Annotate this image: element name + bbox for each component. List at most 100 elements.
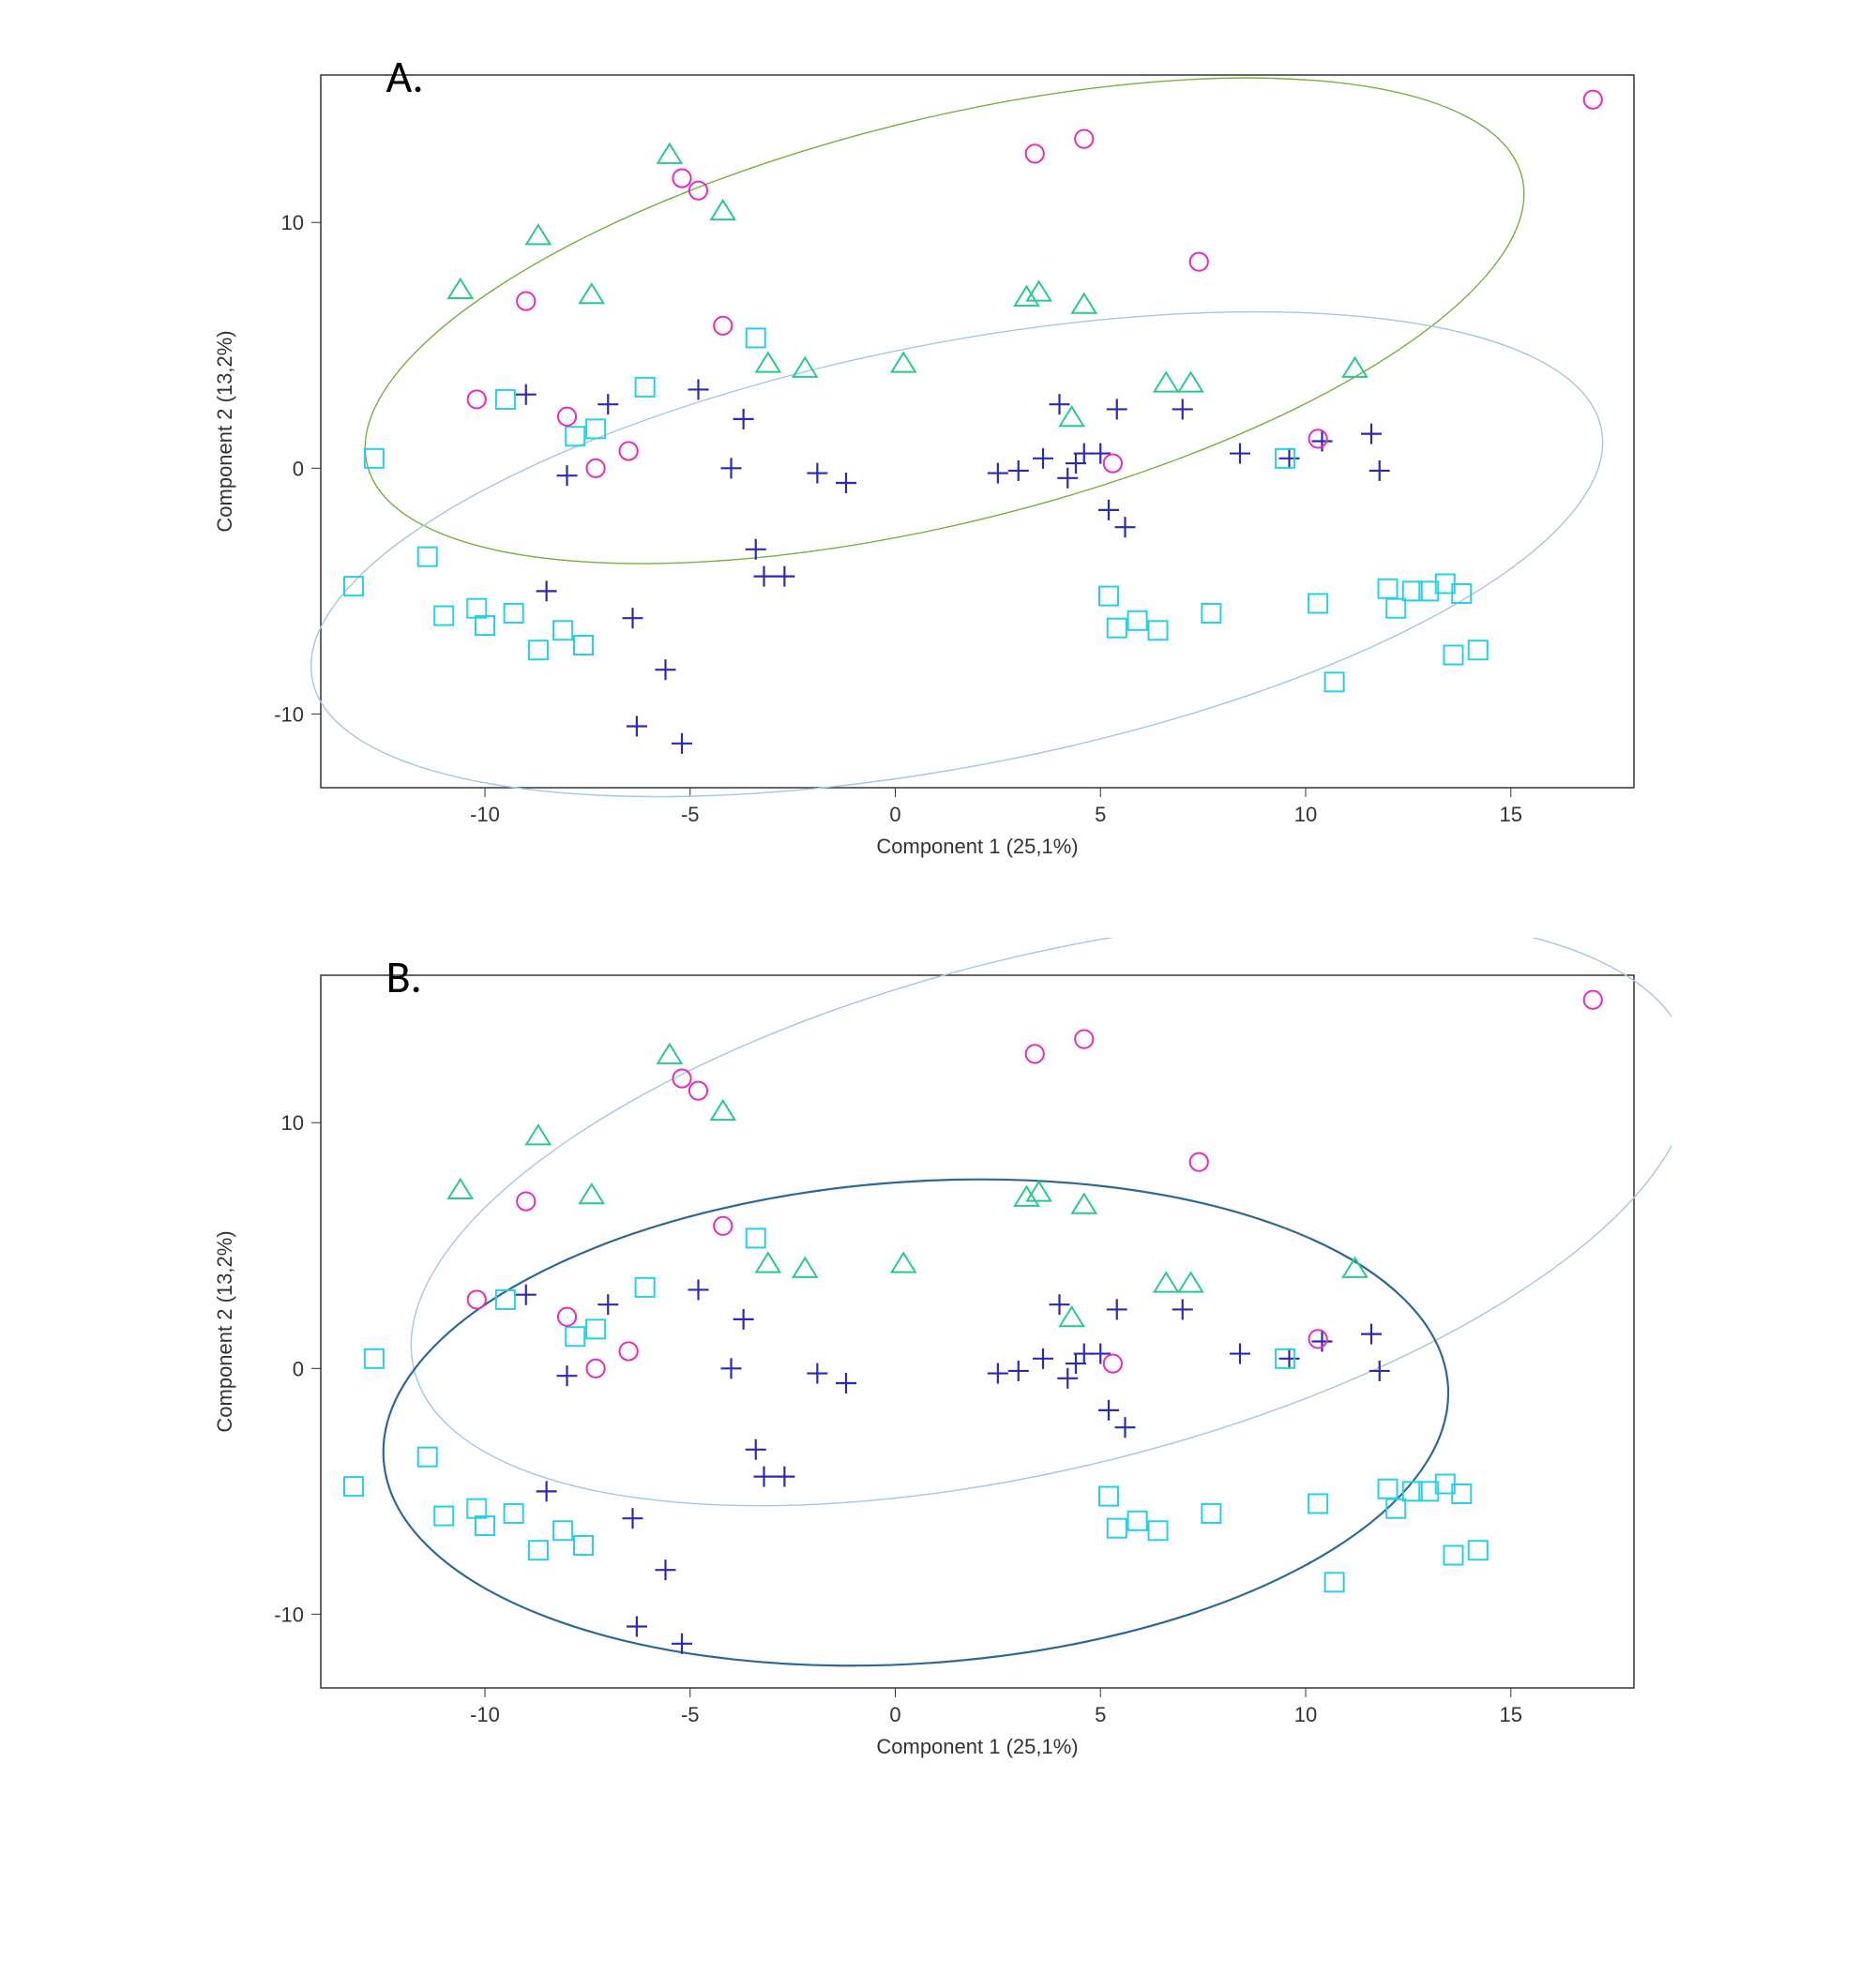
marker-triangle	[1178, 1273, 1202, 1291]
marker-cross	[1049, 1294, 1069, 1315]
marker-square	[1148, 621, 1167, 640]
marker-square	[574, 1536, 593, 1555]
marker-triangle	[526, 1125, 550, 1144]
marker-square	[528, 640, 547, 659]
marker-circle	[714, 317, 732, 335]
marker-square	[1127, 1512, 1146, 1530]
marker-cross	[1172, 1299, 1192, 1319]
marker-circle	[1103, 1354, 1121, 1372]
marker-square	[566, 1327, 584, 1346]
scatter-panel-A: -10-5051015-10010Component 1 (25,1%)Comp…	[189, 38, 1671, 881]
x-tick-label: -5	[680, 803, 699, 826]
marker-square	[434, 607, 453, 625]
marker-square	[1378, 580, 1397, 598]
marker-circle	[619, 1342, 637, 1360]
marker-circle	[1583, 91, 1601, 109]
marker-triangle	[1154, 1273, 1177, 1291]
marker-circle	[1583, 991, 1601, 1009]
marker-square	[504, 604, 522, 623]
y-tick-label: 0	[292, 457, 303, 480]
marker-triangle	[1342, 358, 1366, 377]
marker-circle	[586, 459, 604, 477]
marker-cross	[807, 1363, 827, 1384]
x-tick-label: 5	[1095, 1703, 1106, 1726]
marker-circle	[557, 408, 575, 426]
panel-label-B: B.	[386, 949, 422, 1004]
x-tick-label: 5	[1095, 803, 1106, 826]
marker-triangle	[448, 279, 472, 298]
marker-circle	[1103, 454, 1121, 472]
marker-cross	[655, 659, 675, 680]
marker-square	[574, 636, 593, 655]
marker-triangle	[756, 353, 779, 371]
marker-circle	[1025, 144, 1043, 162]
marker-square	[1444, 1545, 1462, 1564]
marker-cross	[1361, 424, 1382, 444]
x-axis-label: Component 1 (25,1%)	[876, 835, 1078, 858]
marker-circle	[1308, 1330, 1326, 1348]
marker-cross	[1172, 399, 1192, 419]
marker-cross	[1369, 460, 1389, 481]
marker-cross	[1049, 394, 1069, 414]
marker-cross	[655, 1559, 675, 1580]
marker-triangle	[891, 353, 915, 371]
x-tick-label: -5	[680, 1703, 699, 1726]
marker-square	[1202, 1504, 1220, 1523]
marker-square	[635, 1278, 654, 1297]
marker-circle	[586, 1360, 604, 1378]
x-tick-label: 10	[1293, 1703, 1316, 1726]
cluster-ellipse-0	[352, 938, 1671, 1618]
cluster-ellipse-1	[271, 221, 1641, 881]
marker-triangle	[1072, 1194, 1096, 1212]
marker-cross	[987, 463, 1007, 484]
marker-cross	[836, 1373, 856, 1393]
marker-triangle	[1060, 407, 1083, 426]
marker-square	[1468, 640, 1487, 659]
marker-cross	[1033, 448, 1053, 469]
marker-square	[746, 1228, 764, 1247]
marker-cross	[1007, 460, 1028, 481]
marker-circle	[1075, 130, 1093, 148]
scatter-panel-B: -10-5051015-10010Component 1 (25,1%)Comp…	[189, 938, 1671, 1782]
marker-circle	[467, 1290, 485, 1308]
marker-cross	[733, 409, 753, 429]
plot-frame	[321, 75, 1634, 788]
marker-cross	[1230, 1344, 1250, 1364]
y-tick-label: 10	[280, 1111, 303, 1135]
marker-cross	[672, 733, 692, 754]
marker-cross	[720, 1358, 741, 1378]
marker-square	[417, 548, 436, 566]
marker-circle	[1189, 1153, 1207, 1171]
marker-cross	[987, 1363, 1007, 1384]
marker-cross	[1033, 1348, 1053, 1369]
y-tick-label: -10	[274, 702, 304, 726]
marker-circle	[619, 442, 637, 459]
marker-cross	[774, 1467, 794, 1487]
marker-square	[746, 328, 764, 347]
marker-cross	[1114, 1417, 1135, 1438]
x-axis-label: Component 1 (25,1%)	[876, 1735, 1078, 1758]
marker-cross	[597, 1294, 618, 1315]
marker-square	[1308, 594, 1327, 612]
marker-square	[1202, 604, 1220, 623]
marker-cross	[536, 1481, 556, 1501]
marker-cross	[515, 384, 536, 405]
x-tick-label: 15	[1499, 803, 1521, 826]
marker-cross	[597, 394, 618, 414]
marker-cross	[556, 1365, 577, 1386]
x-tick-label: 0	[889, 1703, 900, 1726]
marker-triangle	[891, 1253, 915, 1272]
marker-triangle	[580, 1184, 603, 1203]
marker-cross	[733, 1309, 753, 1330]
marker-cross	[1361, 1324, 1382, 1345]
marker-square	[1468, 1541, 1487, 1559]
marker-square	[495, 390, 514, 409]
marker-triangle	[658, 1045, 681, 1063]
marker-cross	[688, 379, 708, 399]
marker-circle	[517, 293, 535, 310]
x-tick-label: 0	[889, 803, 900, 826]
marker-cross	[1278, 1348, 1299, 1369]
marker-cross	[1098, 1400, 1119, 1421]
marker-circle	[1308, 429, 1326, 447]
marker-triangle	[711, 1101, 734, 1120]
